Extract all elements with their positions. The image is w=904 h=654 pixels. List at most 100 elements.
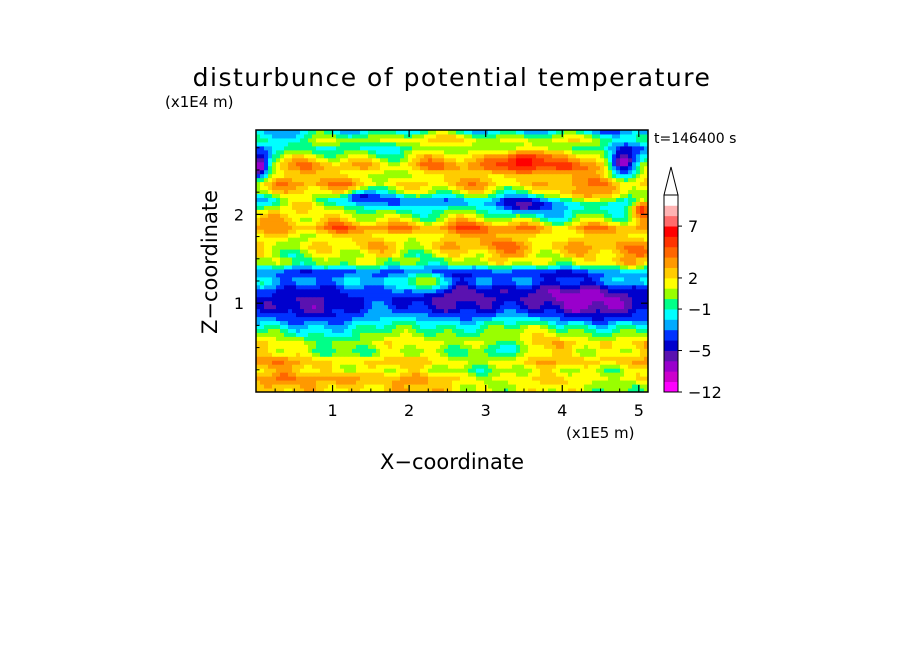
field-cell xyxy=(380,376,385,381)
field-cell xyxy=(432,356,437,361)
field-cell xyxy=(344,245,349,250)
field-cell xyxy=(388,288,393,294)
field-cell xyxy=(520,249,525,254)
field-cell xyxy=(532,268,537,274)
field-cell xyxy=(264,261,269,266)
field-cell xyxy=(596,336,601,341)
field-cell xyxy=(604,304,609,310)
field-cell xyxy=(572,328,577,333)
field-cell xyxy=(608,300,613,306)
field-cell xyxy=(612,348,617,353)
field-cell xyxy=(408,376,413,381)
field-cell xyxy=(432,336,437,341)
field-cell xyxy=(348,205,353,210)
field-cell xyxy=(592,328,597,333)
field-cell xyxy=(572,197,577,202)
field-cell xyxy=(376,296,381,302)
field-cell xyxy=(552,189,557,195)
field-cell xyxy=(324,368,329,373)
field-cell xyxy=(376,380,381,385)
field-cell xyxy=(428,356,433,361)
field-cell xyxy=(328,245,333,250)
field-cell xyxy=(580,264,585,270)
field-cell xyxy=(404,352,409,357)
field-cell xyxy=(312,229,317,234)
field-cell xyxy=(308,233,313,238)
field-cell xyxy=(476,316,481,322)
field-cell xyxy=(312,189,317,195)
field-cell xyxy=(628,340,633,345)
field-cell xyxy=(540,264,545,270)
field-cell xyxy=(608,261,613,266)
field-cell xyxy=(604,324,609,329)
field-cell xyxy=(528,344,533,349)
field-cell xyxy=(612,324,617,329)
field-cell xyxy=(508,372,513,377)
field-cell xyxy=(372,257,377,262)
field-cell xyxy=(508,241,513,246)
field-cell xyxy=(624,205,629,210)
field-cell xyxy=(276,304,281,310)
field-cell xyxy=(280,257,285,262)
field-cell xyxy=(376,280,381,286)
field-cell xyxy=(508,225,513,230)
field-cell xyxy=(428,189,433,195)
field-cell xyxy=(300,336,305,341)
field-cell xyxy=(260,340,265,345)
field-cell xyxy=(536,205,541,210)
field-cell xyxy=(388,328,393,333)
field-cell xyxy=(416,264,421,270)
field-cell xyxy=(284,320,289,326)
field-cell xyxy=(372,376,377,381)
field-cell xyxy=(352,249,357,254)
field-cell xyxy=(632,276,637,282)
field-cell xyxy=(428,268,433,274)
field-cell xyxy=(400,217,405,222)
field-cell xyxy=(400,288,405,294)
field-cell xyxy=(460,253,465,258)
field-cell xyxy=(584,189,589,195)
field-cell xyxy=(440,189,445,195)
field-cell xyxy=(388,237,393,242)
field-cell xyxy=(276,340,281,345)
field-cell xyxy=(292,280,297,286)
field-cell xyxy=(316,261,321,266)
field-cell xyxy=(352,340,357,345)
field-cell xyxy=(260,348,265,353)
field-cell xyxy=(268,312,273,318)
field-cell xyxy=(388,312,393,318)
field-cell xyxy=(616,308,621,314)
field-cell xyxy=(352,276,357,282)
field-cell xyxy=(464,257,469,262)
field-cell xyxy=(612,268,617,274)
field-cell xyxy=(624,237,629,242)
field-cell xyxy=(268,364,273,369)
field-cell xyxy=(416,221,421,226)
field-cell xyxy=(344,344,349,349)
field-cell xyxy=(592,372,597,377)
field-cell xyxy=(276,221,281,226)
field-cell xyxy=(456,372,461,377)
field-cell xyxy=(360,332,365,337)
field-cell xyxy=(300,213,305,218)
field-cell xyxy=(364,296,369,302)
field-cell xyxy=(548,221,553,226)
field-cell xyxy=(304,304,309,310)
field-cell xyxy=(480,253,485,258)
field-cell xyxy=(588,253,593,258)
field-cell xyxy=(592,384,597,389)
field-cell xyxy=(484,300,489,306)
field-cell xyxy=(380,364,385,369)
field-cell xyxy=(528,225,533,230)
field-cell xyxy=(320,384,325,389)
field-cell xyxy=(452,336,457,341)
field-cell xyxy=(268,225,273,230)
field-cell xyxy=(372,249,377,254)
field-cell xyxy=(344,296,349,302)
field-cell xyxy=(264,384,269,389)
field-cell xyxy=(256,320,261,326)
field-cell xyxy=(496,296,501,302)
field-cell xyxy=(644,316,648,322)
field-cell xyxy=(332,344,337,349)
field-cell xyxy=(636,284,641,290)
